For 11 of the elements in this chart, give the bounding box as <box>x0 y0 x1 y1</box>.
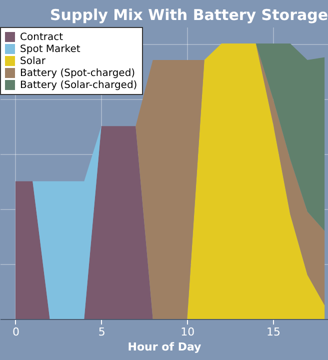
legend-label: Battery (Spot-charged) <box>20 68 136 79</box>
legend-label: Battery (Solar-charged) <box>20 80 138 91</box>
x-tick-label: 15 <box>266 326 281 338</box>
chart-title: Supply Mix With Battery Storage <box>50 6 328 24</box>
legend-label: Solar <box>20 56 46 67</box>
legend-label: Spot Market <box>20 44 80 55</box>
x-tick-label: 10 <box>180 326 195 338</box>
x-tick-label: 0 <box>12 326 20 338</box>
legend-label: Contract <box>20 32 64 43</box>
x-tick-label: 5 <box>98 326 106 338</box>
x-axis-title: Hour of Day <box>128 340 202 354</box>
